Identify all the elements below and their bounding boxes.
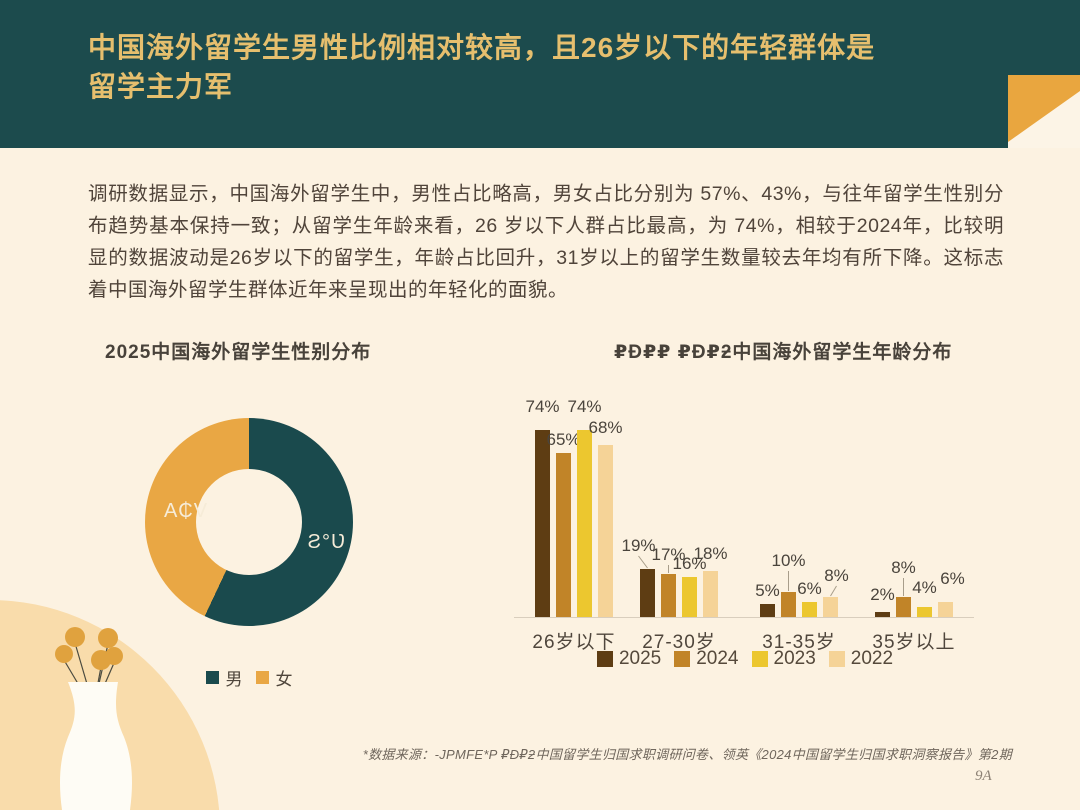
bar-2023-31-35岁 [802, 602, 817, 617]
body-paragraph: 调研数据显示，中国海外留学生中，男性占比略高，男女占比分别为 57%、43%，与… [88, 183, 1004, 301]
data-source-note: *数据来源：-JPMFE*P ₽Đ₽ƻ中国留学生归国求职调研问卷、领英《2024… [362, 747, 1012, 762]
slide-title: 中国海外留学生男性比例相对较高，且26岁以下的年轻群体是 留学主力军 [88, 28, 988, 106]
bar-2024-27-30岁 [661, 574, 676, 617]
bar-2025-35岁以上 [875, 612, 890, 617]
gender-chart-title: 2025中国海外留学生性别分布 [105, 342, 372, 363]
category-label: 35岁以上 [872, 632, 956, 653]
category-label: 31-35岁 [762, 632, 836, 653]
male-slice-label: Ƨ°Ʋ [307, 531, 347, 553]
legend-swatch-icon [596, 651, 613, 667]
bar-value-label: 74% [567, 397, 602, 416]
category-label: 27-30岁 [642, 632, 716, 653]
gender-legend: 男女 [145, 665, 353, 690]
legend-swatch-icon [255, 671, 269, 684]
bar-value-label: 8% [824, 566, 849, 585]
legend-label: 女 [275, 670, 293, 689]
bar-value-label: 6% [797, 579, 822, 598]
bar-value-label: 8% [891, 558, 916, 577]
legend-swatch-icon [674, 651, 691, 667]
legend-swatch-icon [828, 651, 845, 667]
bar-2023-26岁以下 [577, 430, 592, 617]
bar-2023-27-30岁 [682, 577, 697, 617]
legend-item: 男 [205, 665, 243, 690]
legend-label: 2023 [773, 648, 816, 669]
bar-2024-26岁以下 [556, 453, 571, 617]
bar-2024-35岁以上 [896, 597, 911, 617]
page-number: 9A [975, 768, 992, 784]
bar-value-label: 65% [546, 430, 581, 449]
legend-label: 男 [225, 670, 243, 689]
vase-body [60, 682, 132, 810]
legend-item: 2025 [596, 648, 662, 670]
bar-value-label: 4% [912, 578, 937, 597]
bar-value-label: 17% [651, 545, 686, 564]
header-banner: 中国海外留学生男性比例相对较高，且26岁以下的年轻群体是 留学主力军 [0, 0, 1080, 148]
legend-item: 2022 [828, 648, 894, 670]
bar-value-label: 2% [870, 585, 895, 604]
bar-value-label: 16% [672, 554, 707, 573]
vase-illustration [55, 627, 132, 810]
bar-2025-27-30岁 [640, 569, 655, 617]
bar-2025-31-35岁 [760, 604, 775, 617]
age-legend: 2025 2024 2023 2022 [500, 648, 990, 670]
legend-item: 2023 [751, 648, 816, 670]
category-label: 26岁以下 [532, 632, 616, 653]
flower-balls [55, 627, 123, 670]
bar-2025-26岁以下 [535, 430, 550, 617]
bar-2022-31-35岁 [823, 597, 838, 617]
bar-2024-31-35岁 [781, 592, 796, 617]
bar-2022-27-30岁 [703, 571, 718, 617]
slide-title-line1: 中国海外留学生男性比例相对较高，且26岁以下的年轻群体是 [88, 32, 876, 63]
legend-item: 女 [255, 665, 293, 690]
legend-swatch-icon [205, 671, 219, 684]
bar-value-label: 74% [525, 397, 560, 416]
header-corner-background [1008, 75, 1080, 148]
corner-triangle-icon [1008, 75, 1080, 142]
legend-label: 2022 [850, 648, 894, 669]
bar-value-label: 68% [588, 418, 623, 437]
bar-value-label: 5% [755, 581, 780, 600]
age-bar-chart: 74% 65% 74% 68% 26岁以下 19% 17% 16% 18% 27-30岁 5% 10%… [500, 395, 990, 665]
legend-swatch-icon [751, 651, 768, 667]
donut-hole [196, 469, 302, 575]
bar-value-label: 19% [621, 536, 656, 555]
gender-donut-chart: A₵V Ƨ°Ʋ [145, 418, 353, 626]
female-slice-label: A₵V [163, 500, 209, 522]
slide-title-line2: 留学主力军 [88, 71, 234, 102]
x-axis-line [514, 617, 974, 618]
legend-label: 2025 [618, 648, 662, 669]
bar-2023-35岁以上 [917, 607, 932, 617]
bar-value-label: 18% [693, 544, 728, 563]
age-chart-title: ₽Đ₽₽ ₽Đ₽ƻ中国海外留学生年龄分布 [614, 342, 953, 363]
bar-2022-35岁以上 [938, 602, 953, 617]
legend-item: 2024 [674, 648, 739, 670]
bar-value-label: 10% [771, 551, 806, 570]
bar-value-label: 6% [940, 569, 965, 588]
legend-label: 2024 [696, 648, 739, 669]
bar-2022-26岁以下 [598, 445, 613, 617]
